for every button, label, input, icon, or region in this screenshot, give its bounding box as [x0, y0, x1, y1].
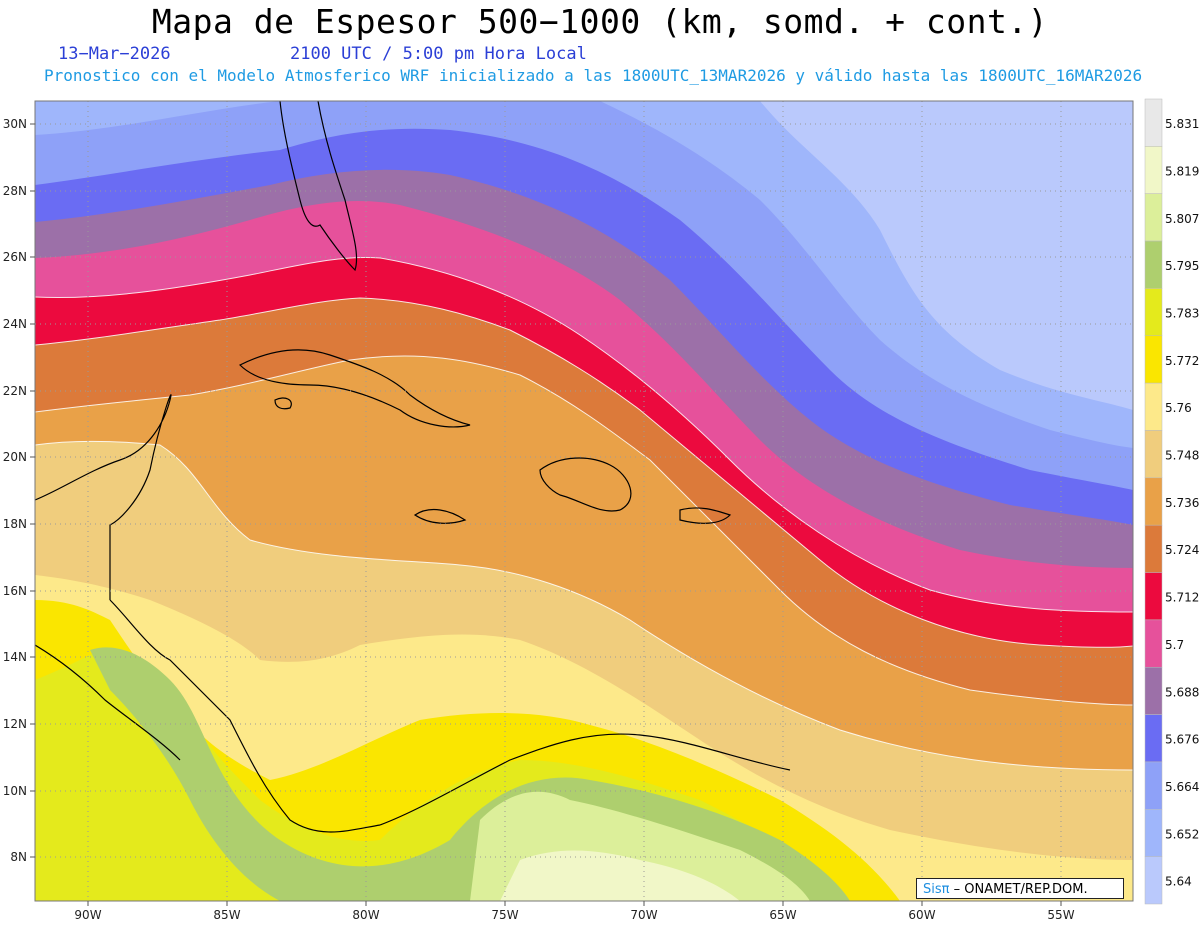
legend-label: 5.831 [1165, 117, 1199, 131]
lat-label: 8N [10, 850, 27, 864]
legend-swatch [1144, 524, 1163, 573]
legend-label: 5.664 [1165, 780, 1199, 794]
legend-label: 5.736 [1165, 496, 1199, 510]
lon-label: 75W [491, 908, 518, 922]
legend-swatch [1144, 856, 1163, 905]
legend-label: 5.783 [1165, 306, 1199, 320]
lat-label: 28N [3, 184, 27, 198]
lat-label: 22N [3, 384, 27, 398]
lon-label: 65W [769, 908, 796, 922]
legend-label: 5.772 [1165, 354, 1199, 368]
lon-label: 55W [1047, 908, 1074, 922]
forecast-date: 13−Mar−2026 [58, 44, 171, 64]
legend-swatch [1144, 288, 1163, 337]
lat-label: 16N [3, 584, 27, 598]
map-title: Mapa de Espesor 500−1000 (km, somd. + co… [151, 2, 1049, 41]
legend-label: 5.76 [1165, 401, 1192, 415]
color-legend: 5.831 5.819 5.807 5.795 5.783 5.772 5.76 5.748 5… [1144, 98, 1199, 905]
forecast-valid-time: 2100 UTC / 5:00 pm Hora Local [290, 44, 587, 64]
legend-swatch [1144, 335, 1163, 384]
legend-swatch [1144, 572, 1163, 621]
lat-label: 14N [3, 650, 27, 664]
legend-label: 5.64 [1165, 875, 1192, 889]
lon-label: 90W [74, 908, 101, 922]
legend-label: 5.795 [1165, 259, 1199, 273]
legend-label: 5.7 [1165, 638, 1184, 652]
graticule [35, 101, 1133, 901]
legend-swatch [1144, 240, 1163, 289]
legend-swatch [1144, 193, 1163, 242]
legend-label: 5.676 [1165, 733, 1199, 747]
lat-label: 26N [3, 250, 27, 264]
lon-label: 70W [630, 908, 657, 922]
credit-brand: Sisπ [923, 882, 950, 897]
legend-swatch [1144, 619, 1163, 668]
map-frame [34, 100, 1134, 902]
lat-label: 12N [3, 717, 27, 731]
coastlines [35, 101, 791, 833]
legend-swatch [1144, 146, 1163, 194]
legend-swatch [1144, 98, 1163, 147]
legend-swatch [1144, 714, 1163, 763]
legend-label: 5.712 [1165, 591, 1199, 605]
credit-text: – ONAMET/REP.DOM. [949, 882, 1088, 897]
lon-label: 60W [908, 908, 935, 922]
lat-label: 24N [3, 317, 27, 331]
lat-label: 18N [3, 517, 27, 531]
legend-label: 5.748 [1165, 449, 1199, 463]
legend-swatch [1144, 666, 1163, 715]
lat-label: 10N [3, 784, 27, 798]
legend-swatch [1144, 382, 1163, 431]
forecast-subtitle: Pronostico con el Modelo Atmosferico WRF… [44, 66, 1143, 85]
legend-label: 5.724 [1165, 543, 1199, 557]
lat-label: 30N [3, 117, 27, 131]
legend-label: 5.819 [1165, 164, 1199, 178]
lat-label: 20N [3, 450, 27, 464]
legend-swatch [1144, 430, 1163, 479]
legend-swatch [1144, 809, 1163, 857]
legend-label: 5.652 [1165, 827, 1199, 841]
legend-label: 5.807 [1165, 212, 1199, 226]
legend-label: 5.688 [1165, 685, 1199, 699]
lon-label: 80W [352, 908, 379, 922]
band-5819 [500, 850, 740, 901]
credit-box: Sisπ – ONAMET/REP.DOM. [916, 878, 1124, 899]
legend-swatch [1144, 761, 1163, 810]
legend-swatch [1144, 477, 1163, 526]
lon-label: 85W [213, 908, 240, 922]
